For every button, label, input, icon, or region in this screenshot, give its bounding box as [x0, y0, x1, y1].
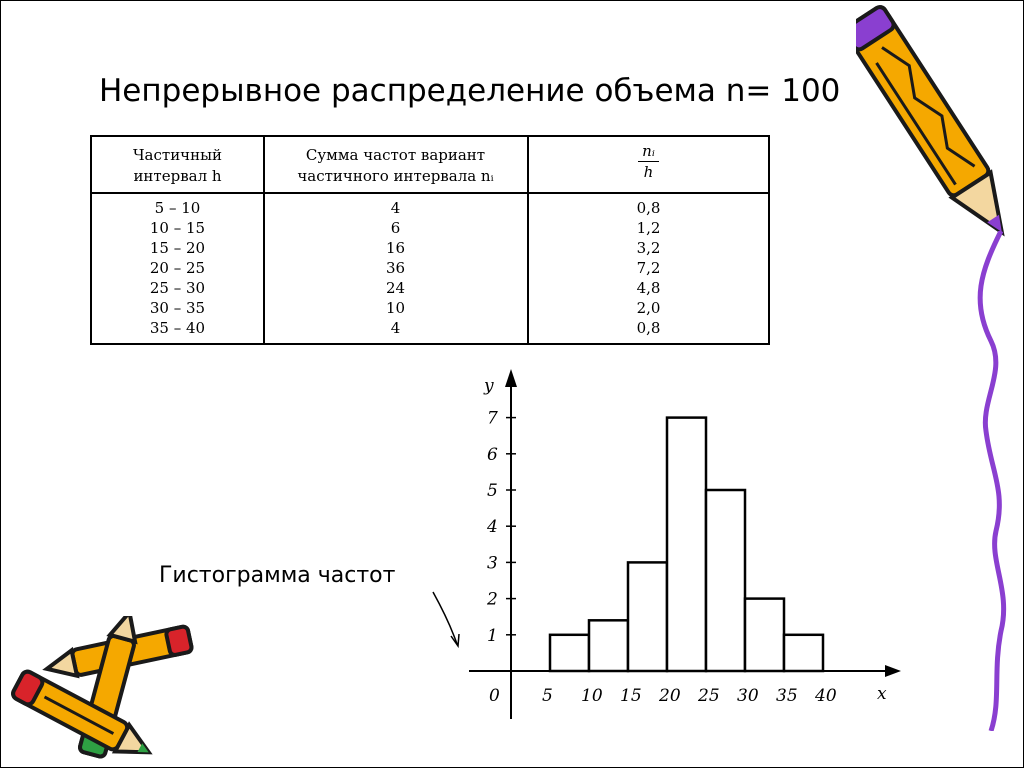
table-header-divider: [92, 192, 768, 194]
density-cell: 4,8: [636, 279, 661, 297]
histogram-chart: 1 2 3 4 5 6 7 0 5 10 15 20 25 30 35 40 x y: [469, 369, 901, 719]
y-tick-label: 4: [486, 517, 498, 537]
density-cell: 0,8: [636, 319, 661, 337]
histogram-caption: Гистограмма частот: [159, 563, 396, 588]
x-tick-label: 35: [776, 686, 798, 706]
density-numerator: nᵢ: [638, 141, 659, 162]
density-cell: 0,8: [636, 199, 661, 217]
x-tick-label: 15: [620, 686, 642, 706]
histogram-bar: [665, 416, 708, 673]
table-column-divider: [527, 137, 529, 343]
y-axis-label: y: [483, 376, 494, 396]
frequency-cell: 24: [385, 279, 406, 297]
interval-column: Частичный интервал h 5 – 10 10 – 15 15 – 2…: [92, 137, 263, 343]
frequency-cell: 10: [385, 299, 406, 317]
frequency-cell: 4: [390, 199, 401, 217]
frequency-column: Сумма частот вариант частичного интервал…: [264, 137, 527, 343]
density-column: nᵢ h 0,8 1,2 3,2 7,2 4,8 2,0 0,8: [529, 137, 768, 343]
caption-arrow: [432, 591, 460, 649]
x-tick-label: 5: [542, 686, 553, 706]
frequency-cell: 6: [390, 219, 401, 237]
density-cell: 7,2: [636, 259, 661, 277]
histogram-bar: [548, 633, 591, 673]
frequency-cell: 16: [385, 239, 406, 257]
interval-cell: 30 – 35: [149, 299, 206, 317]
x-tick-label: 0: [489, 686, 500, 706]
x-tick-label: 40: [814, 686, 837, 706]
density-fraction: nᵢ h: [638, 141, 659, 182]
y-axis-arrow: [505, 369, 517, 387]
wavy-border: [977, 231, 1007, 731]
density-cell: 3,2: [636, 239, 661, 257]
y-tick-label: 7: [487, 409, 498, 429]
density-header: nᵢ h: [529, 141, 768, 183]
y-tick-label: 2: [486, 590, 498, 610]
x-tick-label: 10: [581, 686, 603, 706]
y-tick-label: 3: [487, 553, 498, 573]
interval-cell: 15 – 20: [149, 239, 206, 257]
interval-cell: 25 – 30: [149, 279, 206, 297]
pencil-icon: [856, 5, 1005, 237]
x-axis-arrow: [885, 665, 901, 677]
density-denominator: h: [643, 163, 654, 181]
density-cell: 1,2: [636, 219, 661, 237]
interval-cell: 5 – 10: [154, 199, 201, 217]
frequency-header: Сумма частот вариант частичного интервал…: [297, 146, 494, 185]
slide-title: Непрерывное распределение объема n= 100: [99, 73, 841, 109]
frequency-table: Частичный интервал h 5 – 10 10 – 15 15 – 2…: [90, 135, 770, 345]
frequency-cell: 36: [385, 259, 406, 277]
density-cell: 2,0: [636, 299, 661, 317]
pencil-icon: [11, 616, 194, 759]
table-column-divider: [263, 137, 265, 343]
density-cells: 0,8 1,2 3,2 7,2 4,8 2,0 0,8: [529, 198, 768, 338]
x-tick-label: 30: [737, 686, 759, 706]
y-tick-label: 5: [487, 481, 498, 501]
interval-header: Частичный интервал h: [132, 146, 223, 185]
interval-cells: 5 – 10 10 – 15 15 – 20 20 – 25 25 – 30 30 – 3…: [92, 198, 263, 338]
histogram-bar: [743, 597, 786, 673]
y-tick-label: 6: [487, 445, 498, 465]
interval-cell: 20 – 25: [149, 259, 206, 277]
histogram-bar: [626, 561, 669, 673]
frequency-cells: 4 6 16 36 24 10 4: [264, 198, 527, 338]
interval-cell: 35 – 40: [149, 319, 206, 337]
frequency-cell: 4: [390, 319, 401, 337]
x-tick-label: 25: [697, 686, 720, 706]
histogram-bar: [587, 619, 630, 673]
x-tick-label: 20: [658, 686, 681, 706]
y-tick-label: 1: [487, 626, 498, 646]
x-axis-label: x: [877, 684, 887, 704]
interval-cell: 10 – 15: [149, 219, 206, 237]
histogram-bar: [704, 488, 747, 673]
histogram-bar: [782, 633, 825, 673]
